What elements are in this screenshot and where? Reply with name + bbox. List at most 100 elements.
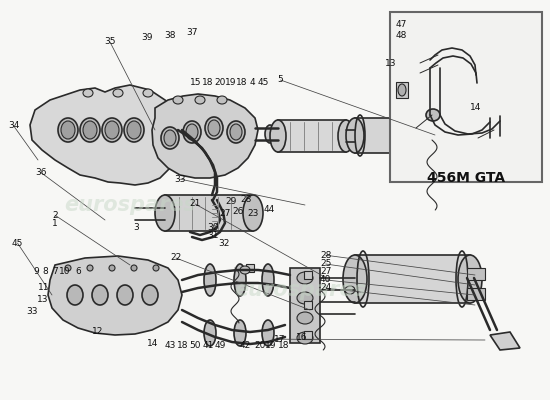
Text: 34: 34 (8, 122, 19, 130)
Ellipse shape (83, 89, 93, 97)
Ellipse shape (187, 135, 203, 151)
Text: 11: 11 (39, 283, 50, 292)
Text: 27: 27 (320, 268, 331, 276)
Text: eurospares: eurospares (64, 195, 196, 215)
Ellipse shape (155, 195, 175, 231)
PathPatch shape (30, 85, 182, 185)
Text: 42: 42 (239, 342, 250, 350)
Text: 18: 18 (236, 78, 248, 87)
Bar (467, 268, 485, 280)
Text: 4: 4 (250, 78, 255, 87)
Text: 40: 40 (320, 276, 331, 284)
Ellipse shape (297, 332, 313, 344)
Polygon shape (490, 332, 520, 350)
Text: 28: 28 (320, 251, 331, 260)
Text: 49: 49 (214, 342, 225, 350)
Ellipse shape (58, 118, 78, 142)
Bar (304, 301, 312, 309)
Ellipse shape (297, 272, 313, 284)
Text: 18: 18 (177, 342, 188, 350)
Text: 43: 43 (165, 342, 176, 350)
Ellipse shape (398, 84, 406, 96)
Text: 18: 18 (278, 342, 289, 350)
Text: 23: 23 (248, 210, 258, 218)
Bar (278, 120, 346, 152)
Bar (355, 118, 433, 153)
Text: 20: 20 (254, 342, 265, 350)
Ellipse shape (424, 118, 442, 153)
Text: 19: 19 (265, 342, 276, 350)
Text: 456M GTA: 456M GTA (427, 171, 505, 185)
Text: 1: 1 (52, 219, 58, 228)
Ellipse shape (458, 255, 482, 303)
Text: 14: 14 (147, 339, 158, 348)
Ellipse shape (186, 124, 198, 140)
Ellipse shape (105, 281, 119, 299)
Ellipse shape (121, 282, 143, 308)
Text: 50: 50 (190, 342, 201, 350)
Ellipse shape (142, 285, 158, 305)
Bar (355, 255, 470, 303)
Text: 36: 36 (36, 168, 47, 177)
Ellipse shape (153, 265, 159, 271)
Ellipse shape (143, 89, 153, 97)
Ellipse shape (346, 118, 364, 153)
Ellipse shape (127, 121, 141, 139)
Text: 29: 29 (226, 198, 236, 206)
Text: 18: 18 (202, 78, 213, 87)
Text: 48: 48 (396, 32, 407, 40)
Text: 33: 33 (175, 175, 186, 184)
Bar (165, 195, 253, 231)
Text: eurospares: eurospares (234, 280, 366, 300)
Ellipse shape (102, 118, 122, 142)
Text: 39: 39 (142, 34, 153, 42)
Ellipse shape (270, 120, 286, 152)
Ellipse shape (101, 277, 123, 303)
PathPatch shape (152, 94, 258, 178)
Text: 6: 6 (75, 268, 81, 276)
Ellipse shape (204, 264, 216, 296)
Ellipse shape (297, 292, 313, 304)
Ellipse shape (117, 285, 133, 305)
Ellipse shape (227, 121, 245, 143)
Text: 5: 5 (278, 76, 283, 84)
Ellipse shape (343, 255, 367, 303)
Ellipse shape (113, 89, 123, 97)
Ellipse shape (183, 121, 201, 143)
Bar (246, 264, 254, 272)
Ellipse shape (195, 96, 205, 104)
Ellipse shape (208, 120, 220, 136)
Ellipse shape (217, 96, 227, 104)
Ellipse shape (125, 286, 139, 304)
Text: 16: 16 (296, 334, 307, 342)
Text: 47: 47 (396, 20, 407, 29)
Ellipse shape (161, 127, 179, 149)
Ellipse shape (240, 266, 250, 274)
Text: 19: 19 (226, 78, 236, 87)
Ellipse shape (80, 118, 100, 142)
Ellipse shape (83, 121, 97, 139)
Bar (304, 271, 312, 279)
Bar (467, 288, 485, 300)
Bar (304, 331, 312, 339)
Text: 44: 44 (264, 206, 275, 214)
Ellipse shape (65, 271, 79, 289)
Text: 14: 14 (470, 104, 481, 112)
Text: 15: 15 (190, 78, 201, 87)
Bar (390, 12, 542, 182)
Ellipse shape (205, 117, 223, 139)
Ellipse shape (164, 130, 176, 146)
Text: 26: 26 (232, 208, 243, 216)
Ellipse shape (131, 265, 137, 271)
Text: 9: 9 (33, 268, 39, 276)
Text: 27: 27 (220, 210, 231, 218)
Text: 37: 37 (187, 28, 198, 37)
Text: 22: 22 (170, 254, 182, 262)
Text: 7: 7 (52, 268, 58, 276)
Bar (290, 268, 320, 343)
Ellipse shape (243, 195, 263, 231)
Text: 13: 13 (37, 295, 48, 304)
Text: 2: 2 (52, 211, 58, 220)
Ellipse shape (204, 320, 216, 346)
Text: 41: 41 (202, 342, 213, 350)
